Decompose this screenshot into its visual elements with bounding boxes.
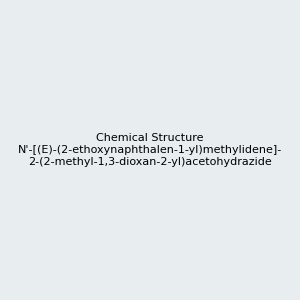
Text: Chemical Structure
N'-[(E)-(2-ethoxynaphthalen-1-yl)methylidene]-
2-(2-methyl-1,: Chemical Structure N'-[(E)-(2-ethoxynaph…	[18, 134, 282, 166]
